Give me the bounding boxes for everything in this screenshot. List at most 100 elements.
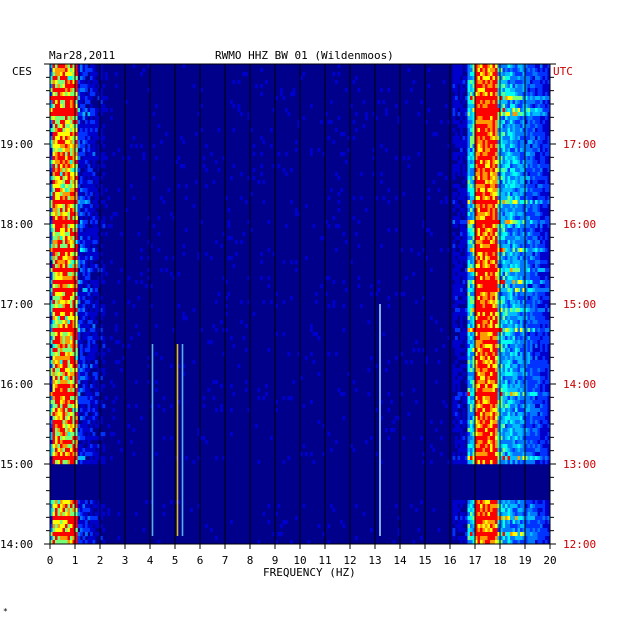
- heatmap-cell: [160, 140, 163, 145]
- heatmap-cell: [482, 76, 486, 81]
- heatmap-cell: [507, 144, 511, 149]
- heatmap-cell: [470, 368, 473, 373]
- heatmap-cell: [492, 380, 496, 385]
- heatmap-cell: [517, 296, 521, 301]
- heatmap-cell: [470, 192, 473, 197]
- heatmap-cell: [517, 356, 521, 361]
- heatmap-cell: [435, 320, 438, 325]
- heatmap-cell: [542, 380, 546, 385]
- heatmap-cell: [467, 356, 471, 361]
- heatmap-cell: [457, 112, 461, 117]
- heatmap-cell: [70, 296, 73, 301]
- heatmap-cell: [512, 156, 516, 161]
- heatmap-cell: [490, 168, 493, 173]
- heatmap-cell: [452, 240, 456, 245]
- heatmap-cell: [75, 132, 78, 137]
- heatmap-cell: [467, 236, 471, 241]
- heatmap-cell: [102, 340, 106, 345]
- heatmap-cell: [525, 236, 528, 241]
- heatmap-cell: [535, 124, 538, 129]
- heatmap-cell: [535, 348, 538, 353]
- heatmap-cell: [502, 188, 506, 193]
- heatmap-cell: [182, 364, 186, 369]
- heatmap-cell: [540, 252, 543, 257]
- heatmap-cell: [532, 236, 536, 241]
- heatmap-cell: [485, 76, 488, 81]
- heatmap-cell: [455, 300, 458, 305]
- heatmap-cell: [535, 288, 538, 293]
- heatmap-cell: [65, 204, 68, 209]
- heatmap-cell: [455, 184, 458, 189]
- heatmap-cell: [70, 360, 73, 365]
- heatmap-cell: [475, 296, 478, 301]
- heatmap-cell: [525, 372, 528, 377]
- heatmap-cell: [270, 144, 273, 149]
- heatmap-cell: [465, 216, 468, 221]
- heatmap-cell: [452, 156, 456, 161]
- heatmap-cell: [527, 96, 531, 101]
- heatmap-cell: [502, 304, 506, 309]
- heatmap-cell: [100, 252, 103, 257]
- heatmap-cell: [340, 132, 343, 137]
- heatmap-cell: [245, 200, 248, 205]
- heatmap-cell: [465, 68, 468, 73]
- heatmap-cell: [482, 140, 486, 145]
- heatmap-cell: [470, 188, 473, 193]
- heatmap-cell: [192, 204, 196, 209]
- heatmap-cell: [85, 84, 88, 89]
- heatmap-cell: [67, 188, 71, 193]
- heatmap-cell: [485, 260, 488, 265]
- heatmap-cell: [505, 76, 508, 81]
- heatmap-cell: [407, 164, 411, 169]
- heatmap-cell: [65, 312, 68, 317]
- heatmap-cell: [90, 296, 93, 301]
- heatmap-cell: [512, 192, 516, 197]
- heatmap-cell: [57, 100, 61, 105]
- heatmap-cell: [310, 104, 313, 109]
- heatmap-cell: [62, 112, 66, 117]
- heatmap-cell: [362, 124, 366, 129]
- heatmap-cell: [487, 100, 491, 105]
- heatmap-cell: [470, 276, 473, 281]
- heatmap-cell: [480, 248, 483, 253]
- heatmap-cell: [470, 196, 473, 201]
- heatmap-cell: [537, 200, 541, 205]
- heatmap-cell: [65, 320, 68, 325]
- heatmap-cell: [490, 368, 493, 373]
- heatmap-cell: [525, 72, 528, 77]
- heatmap-cell: [332, 304, 336, 309]
- heatmap-cell: [490, 200, 493, 205]
- heatmap-cell: [527, 228, 531, 233]
- heatmap-cell: [475, 264, 478, 269]
- heatmap-cell: [530, 112, 533, 117]
- heatmap-cell: [520, 324, 523, 329]
- heatmap-cell: [472, 244, 476, 249]
- heatmap-cell: [500, 164, 503, 169]
- heatmap-cell: [70, 88, 73, 93]
- heatmap-cell: [542, 180, 546, 185]
- heatmap-cell: [72, 108, 76, 113]
- heatmap-cell: [57, 244, 61, 249]
- heatmap-cell: [85, 256, 88, 261]
- heatmap-cell: [77, 88, 81, 93]
- heatmap-cell: [502, 256, 506, 261]
- heatmap-cell: [75, 204, 78, 209]
- heatmap-cell: [67, 272, 71, 277]
- heatmap-cell: [470, 104, 473, 109]
- heatmap-cell: [290, 296, 293, 301]
- heatmap-cell: [527, 224, 531, 229]
- heatmap-cell: [537, 264, 541, 269]
- heatmap-cell: [85, 64, 88, 69]
- heatmap-cell: [510, 240, 513, 245]
- heatmap-cell: [522, 168, 526, 173]
- heatmap-cell: [467, 180, 471, 185]
- heatmap-cell: [57, 356, 61, 361]
- heatmap-cell: [495, 372, 498, 377]
- heatmap-cell: [442, 80, 446, 85]
- heatmap-cell: [65, 212, 68, 217]
- heatmap-cell: [507, 208, 511, 213]
- heatmap-cell: [90, 180, 93, 185]
- heatmap-cell: [452, 268, 456, 273]
- heatmap-cell: [475, 208, 478, 213]
- heatmap-cell: [62, 88, 66, 93]
